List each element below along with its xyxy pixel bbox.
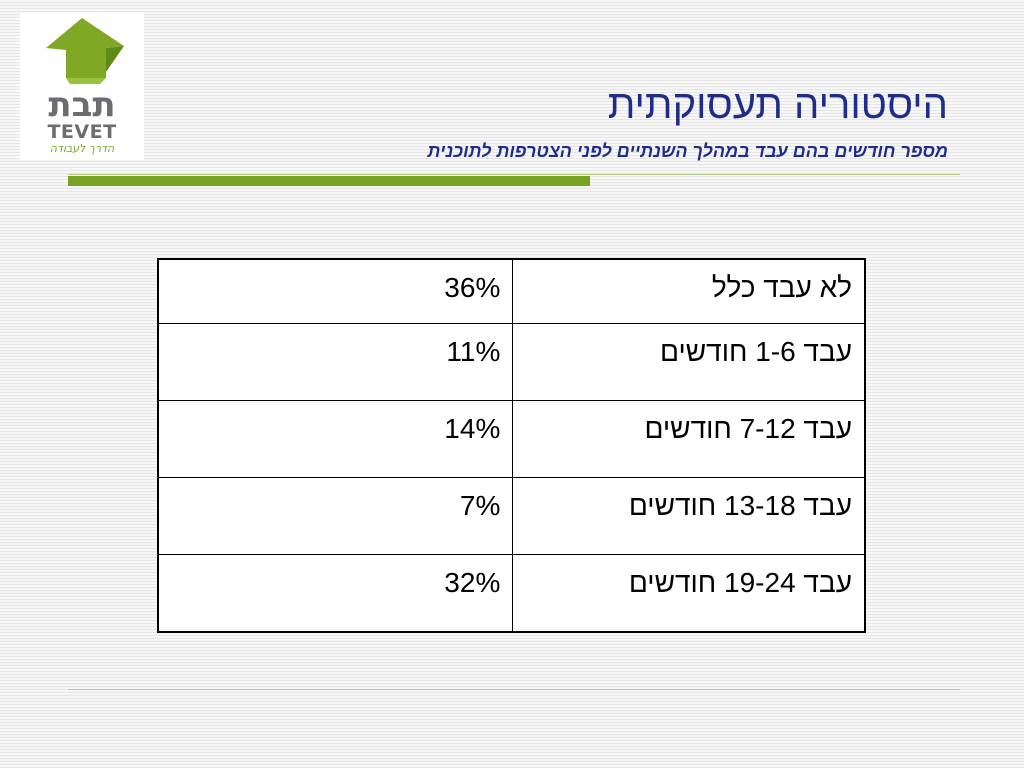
row-label: עבד 7-12 חודשים: [512, 400, 866, 478]
header-divider: [68, 174, 960, 175]
slide-title: היסטוריה תעסוקתית: [607, 83, 948, 127]
row-value: 36%: [157, 258, 514, 324]
row-label: עבד 13-18 חודשים: [512, 477, 866, 555]
row-value: 11%: [157, 323, 514, 401]
logo-hebrew-text: תבת: [48, 85, 116, 125]
row-value: 7%: [157, 477, 514, 555]
table-row: עבד 19-24 חודשים 32%: [157, 554, 866, 633]
footer-divider: [68, 689, 960, 690]
table-row: עבד 7-12 חודשים 14%: [157, 400, 866, 478]
logo-tagline: הדרך לעבודה: [49, 142, 115, 155]
table-row: לא עבד כלל 36%: [157, 258, 866, 324]
slide-subtitle: מספר חודשים בהם עבד במהלך השנתיים לפני ה…: [427, 141, 948, 161]
row-value: 14%: [157, 400, 514, 478]
header-accent-bar: [68, 176, 590, 186]
table-row: עבד 1-6 חודשים 11%: [157, 323, 866, 401]
row-label: עבד 19-24 חודשים: [512, 554, 866, 633]
house-arrow-icon: [46, 18, 124, 84]
row-label: לא עבד כלל: [512, 258, 866, 324]
table-row: עבד 13-18 חודשים 7%: [157, 477, 866, 555]
employment-history-table: לא עבד כלל 36% עבד 1-6 חודשים 11% עבד 7-…: [157, 258, 866, 633]
row-value: 32%: [157, 554, 514, 633]
tevet-logo: תבת TEVET הדרך לעבודה: [20, 12, 144, 160]
logo-latin-text: TEVET: [47, 121, 117, 143]
row-label: עבד 1-6 חודשים: [512, 323, 866, 401]
